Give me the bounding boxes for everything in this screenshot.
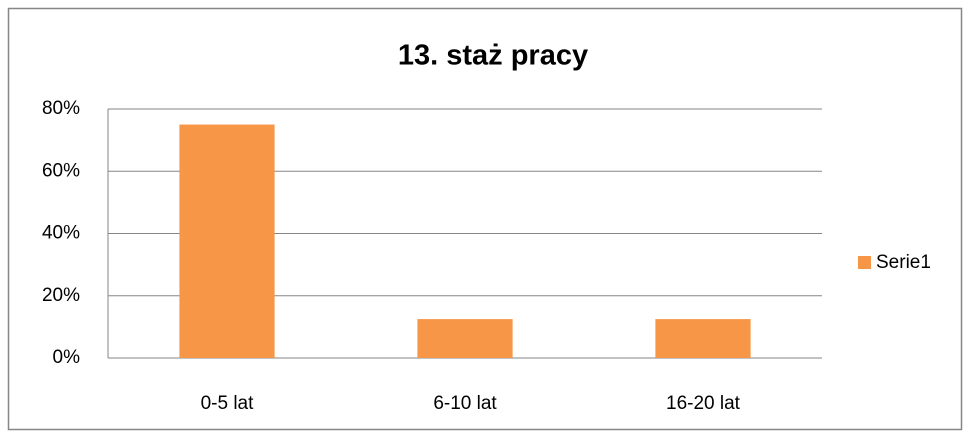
x-tick-label: 6-10 lat	[433, 393, 497, 414]
y-tick-label: 20%	[42, 285, 80, 306]
bar	[179, 124, 275, 358]
y-tick-label: 80%	[42, 98, 80, 119]
chart-title: 13. staż pracy	[398, 40, 588, 72]
y-tick-label: 60%	[42, 160, 80, 181]
chart-border	[7, 7, 963, 431]
y-tick-label: 0%	[53, 347, 81, 368]
x-tick-label: 16-20 lat	[666, 393, 741, 414]
legend-label: Serie1	[876, 252, 931, 273]
bar	[417, 319, 513, 358]
y-tick-label: 40%	[42, 223, 80, 244]
bar	[655, 319, 751, 358]
x-tick-label: 0-5 lat	[201, 393, 255, 414]
legend-swatch	[858, 256, 871, 269]
